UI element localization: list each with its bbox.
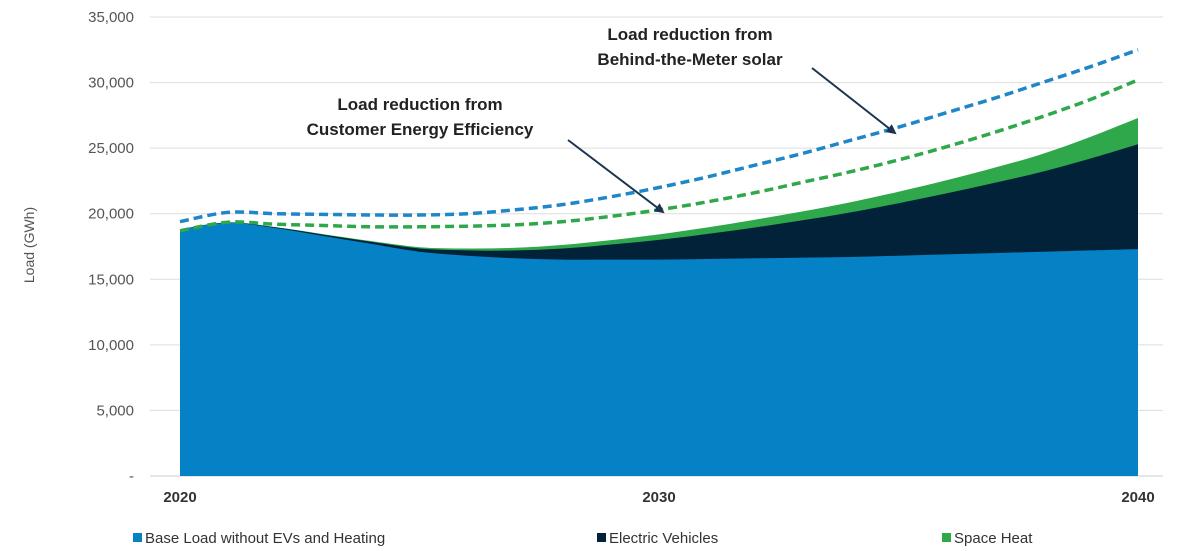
y-tick-label: 35,000 bbox=[88, 9, 134, 26]
btm-solar-line bbox=[179, 48, 1139, 224]
stacked-areas bbox=[180, 118, 1138, 476]
y-axis-ticks: - 5,000 10,000 15,000 20,000 25,000 30,000 35,0… bbox=[88, 9, 134, 485]
base-load-area bbox=[180, 222, 1138, 476]
x-tick-label: 2020 bbox=[163, 489, 196, 506]
y-tick-label: 10,000 bbox=[88, 337, 134, 354]
y-tick-label: 25,000 bbox=[88, 140, 134, 157]
y-tick-label: - bbox=[129, 468, 134, 485]
y-axis-title: Load (GWh) bbox=[21, 207, 37, 283]
annotation-text: Behind-the-Meter solar bbox=[597, 50, 783, 69]
y-tick-label: 20,000 bbox=[88, 206, 134, 223]
annotation-text: Load reduction from bbox=[607, 25, 772, 44]
annotations: Load reduction from Behind-the-Meter sola… bbox=[307, 25, 897, 214]
x-tick-label: 2040 bbox=[1121, 489, 1154, 506]
legend-label: Space Heat bbox=[954, 530, 1033, 546]
x-axis-ticks: 2020 2030 2040 bbox=[163, 489, 1154, 506]
y-tick-label: 30,000 bbox=[88, 75, 134, 92]
y-tick-label: 15,000 bbox=[88, 271, 134, 288]
annotation-text: Customer Energy Efficiency bbox=[307, 120, 534, 139]
annotation-arrow bbox=[567, 139, 665, 214]
y-tick-label: 5,000 bbox=[96, 402, 134, 419]
legend-swatch bbox=[597, 533, 606, 542]
x-tick-label: 2030 bbox=[642, 489, 675, 506]
legend-label: Electric Vehicles bbox=[609, 530, 718, 546]
annotation-text: Load reduction from bbox=[337, 95, 502, 114]
legend-label: Base Load without EVs and Heating bbox=[145, 530, 385, 546]
annotation-arrow bbox=[811, 67, 897, 135]
legend-swatch bbox=[942, 533, 951, 542]
legend: Base Load without EVs and Heating Electri… bbox=[133, 530, 1033, 547]
legend-swatch bbox=[133, 533, 142, 542]
